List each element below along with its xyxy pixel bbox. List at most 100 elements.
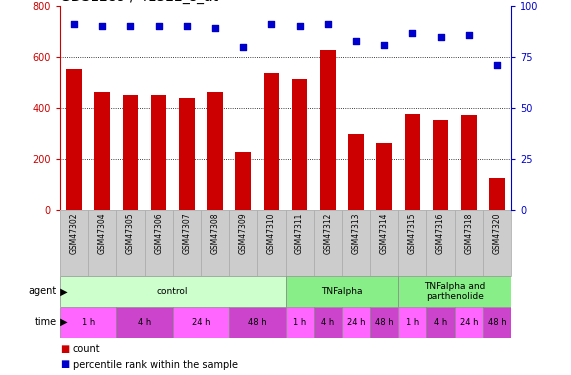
Point	[211, 26, 220, 32]
Bar	[313, 307, 342, 338]
Point	[126, 23, 135, 30]
Text: 48 h: 48 h	[375, 318, 393, 327]
Point	[70, 21, 79, 27]
Bar	[60, 276, 286, 307]
Bar	[399, 307, 427, 338]
Text: 1 h: 1 h	[293, 318, 306, 327]
Point	[98, 23, 107, 30]
Text: GSM47311: GSM47311	[295, 212, 304, 254]
Bar	[455, 307, 483, 338]
Text: GSM47315: GSM47315	[408, 212, 417, 254]
Text: time: time	[35, 317, 57, 327]
Point	[239, 44, 248, 50]
Bar	[201, 210, 229, 276]
Bar	[116, 210, 144, 276]
Text: GSM47310: GSM47310	[267, 212, 276, 254]
Bar	[173, 307, 229, 338]
Text: percentile rank within the sample: percentile rank within the sample	[73, 360, 238, 369]
Bar	[235, 152, 251, 210]
Point	[295, 23, 304, 30]
Text: GSM47320: GSM47320	[492, 212, 501, 254]
Text: TNFalpha: TNFalpha	[321, 287, 363, 296]
Text: GSM47306: GSM47306	[154, 212, 163, 254]
Point	[436, 34, 445, 40]
Point	[323, 21, 332, 27]
Point	[154, 23, 163, 30]
Bar	[433, 120, 448, 210]
Text: 4 h: 4 h	[321, 318, 335, 327]
Text: GSM47313: GSM47313	[352, 212, 360, 254]
Text: 4 h: 4 h	[138, 318, 151, 327]
Text: 4 h: 4 h	[434, 318, 447, 327]
Text: GSM47314: GSM47314	[380, 212, 389, 254]
Bar	[258, 210, 286, 276]
Text: 1 h: 1 h	[82, 318, 95, 327]
Bar	[342, 210, 370, 276]
Point	[182, 23, 191, 30]
Bar	[313, 210, 342, 276]
Bar	[489, 178, 505, 210]
Text: GSM47316: GSM47316	[436, 212, 445, 254]
Text: GSM47302: GSM47302	[70, 212, 79, 254]
Bar	[173, 210, 201, 276]
Bar	[348, 134, 364, 210]
Bar	[370, 210, 399, 276]
Point	[351, 38, 360, 44]
Bar	[229, 307, 286, 338]
Text: 48 h: 48 h	[488, 318, 506, 327]
Text: ▶: ▶	[57, 317, 68, 327]
Bar	[286, 307, 313, 338]
Text: ▶: ▶	[57, 286, 68, 296]
Point	[267, 21, 276, 27]
Text: TNFalpha and
parthenolide: TNFalpha and parthenolide	[424, 282, 485, 301]
Text: control: control	[157, 287, 188, 296]
Bar	[483, 307, 511, 338]
Bar	[264, 73, 279, 210]
Bar	[144, 210, 173, 276]
Bar	[60, 210, 88, 276]
Bar	[427, 307, 455, 338]
Bar	[376, 143, 392, 210]
Text: 24 h: 24 h	[192, 318, 210, 327]
Text: 24 h: 24 h	[347, 318, 365, 327]
Bar	[292, 80, 307, 210]
Text: agent: agent	[29, 286, 57, 296]
Bar	[207, 92, 223, 210]
Bar	[229, 210, 258, 276]
Text: GSM47312: GSM47312	[323, 212, 332, 254]
Point	[408, 30, 417, 36]
Bar	[88, 210, 116, 276]
Point	[492, 62, 501, 68]
Bar	[483, 210, 511, 276]
Text: ■: ■	[60, 360, 69, 369]
Bar	[342, 307, 370, 338]
Bar	[116, 307, 173, 338]
Bar	[60, 307, 116, 338]
Bar	[286, 210, 313, 276]
Text: GSM47307: GSM47307	[182, 212, 191, 254]
Text: ■: ■	[60, 344, 69, 354]
Bar	[286, 276, 399, 307]
Bar	[179, 99, 195, 210]
Bar	[320, 50, 336, 210]
Bar	[399, 210, 427, 276]
Bar	[461, 115, 477, 210]
Bar	[151, 94, 166, 210]
Text: GSM47309: GSM47309	[239, 212, 248, 254]
Text: 1 h: 1 h	[406, 318, 419, 327]
Text: GDS1289 / 41322_s_at: GDS1289 / 41322_s_at	[60, 0, 218, 4]
Text: count: count	[73, 344, 100, 354]
Bar	[455, 210, 483, 276]
Bar	[66, 69, 82, 210]
Bar	[405, 114, 420, 210]
Bar	[123, 94, 138, 210]
Bar	[427, 210, 455, 276]
Bar	[370, 307, 399, 338]
Text: GSM47304: GSM47304	[98, 212, 107, 254]
Bar	[399, 276, 511, 307]
Text: 48 h: 48 h	[248, 318, 267, 327]
Point	[464, 32, 473, 38]
Text: GSM47308: GSM47308	[211, 212, 219, 254]
Text: GSM47318: GSM47318	[464, 212, 473, 254]
Text: 24 h: 24 h	[460, 318, 478, 327]
